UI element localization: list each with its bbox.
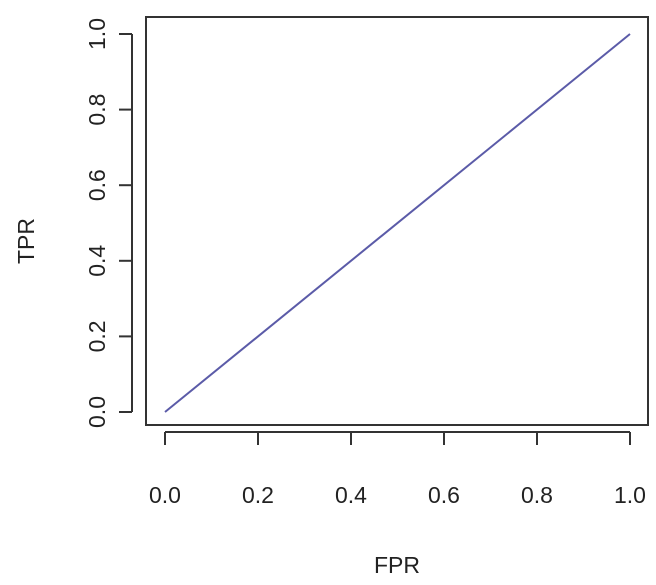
y-tick-label: 0.0 bbox=[84, 396, 110, 428]
x-tick-label: 0.6 bbox=[428, 482, 460, 508]
x-axis: 0.0 0.2 0.4 0.6 0.8 1.0 bbox=[149, 431, 646, 508]
plot-frame bbox=[145, 16, 649, 426]
x-tick-label: 0.2 bbox=[242, 482, 274, 508]
x-tick-label: 0.4 bbox=[335, 482, 367, 508]
x-tick-label: 0.0 bbox=[149, 482, 181, 508]
x-axis-title: FPR bbox=[374, 552, 420, 578]
y-tick-label: 0.2 bbox=[84, 320, 110, 352]
y-tick-label: 0.6 bbox=[84, 169, 110, 201]
y-axis: 0.0 0.2 0.4 0.6 0.8 1.0 bbox=[84, 18, 133, 428]
y-axis-title: TPR bbox=[13, 218, 39, 264]
y-tick-label: 0.4 bbox=[84, 245, 110, 277]
series-layer bbox=[164, 33, 631, 413]
x-tick-label: 0.8 bbox=[521, 482, 553, 508]
roc-curve-line bbox=[164, 33, 631, 413]
y-tick-label: 1.0 bbox=[84, 18, 110, 50]
y-tick-label: 0.8 bbox=[84, 94, 110, 126]
x-tick-label: 1.0 bbox=[614, 482, 646, 508]
